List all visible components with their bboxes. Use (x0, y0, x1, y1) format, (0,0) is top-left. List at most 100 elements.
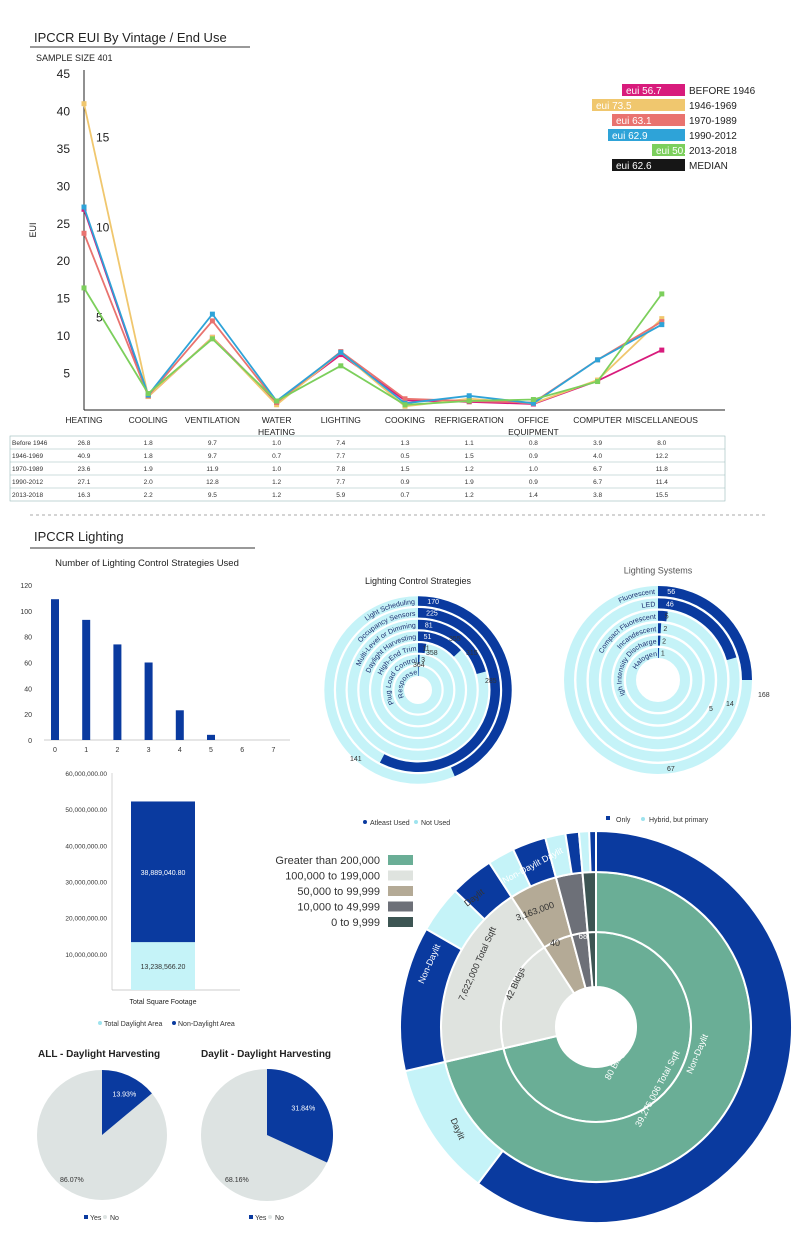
table-cell: 1.8 (144, 453, 153, 460)
legend-used: Atleast Used (370, 820, 410, 827)
series-point (402, 402, 408, 408)
table-cell: 8.0 (657, 440, 666, 447)
legend-only: Only (616, 817, 631, 824)
table-cell: 4.0 (593, 453, 602, 460)
ring-count-label: 2 (662, 638, 666, 645)
pie-slice-yes (267, 1069, 334, 1163)
legend-eui: eui 73.5 (596, 101, 632, 112)
table-cell: 0.9 (400, 479, 409, 486)
pie-legend-dot-yes (249, 1215, 253, 1219)
sunburst-bldgs-slate: 68 (579, 932, 588, 941)
ring-extra-label: 141 (350, 756, 362, 763)
sunburst-legend-swatch (388, 886, 413, 896)
series-point (81, 230, 87, 236)
x-category-label: REFRIGERATION (435, 415, 504, 425)
pie-label-yes: 31.84% (291, 1106, 315, 1113)
ring-value-arc (417, 643, 427, 654)
table-cell: 1.0 (529, 466, 538, 473)
bar (207, 734, 215, 740)
table-cell: 23.6 (78, 466, 91, 473)
ring-extra-label: 14 (726, 701, 734, 708)
stacked-y-tick: 50,000,000.00 (65, 807, 107, 814)
ring-count-label: 225 (426, 611, 438, 618)
x-category-label: HEATING (65, 415, 102, 425)
sunburst-legend-swatch (388, 870, 413, 881)
table-cell: 7.4 (336, 440, 345, 447)
sunburst-outer-wedge (476, 829, 793, 1224)
bar (144, 662, 153, 740)
sample-size: SAMPLE SIZE 401 (36, 53, 113, 63)
legend-dot-used (363, 820, 367, 824)
series-point (659, 322, 665, 328)
rings-title: Lighting Systems (624, 566, 693, 576)
series-point (595, 357, 601, 363)
pie-legend-no: No (110, 1215, 119, 1222)
x-category-label: VENTILATION (185, 415, 240, 425)
legend-swatch (612, 159, 685, 171)
secondary-tick-label: 15 (96, 131, 110, 145)
x-category-label: COOKING (385, 415, 425, 425)
sunburst-legend-label: 100,000 to 199,000 (285, 871, 380, 883)
legend-label: MEDIAN (689, 161, 728, 172)
legend-nondaylight: Non-Daylight Area (178, 1021, 235, 1028)
table-cell: 40.9 (78, 453, 91, 460)
bar-x-tick: 6 (240, 747, 244, 754)
pie-slice-yes (102, 1070, 152, 1135)
series-point (209, 311, 215, 317)
table-cell: 27.1 (78, 479, 91, 486)
bar-x-tick: 4 (178, 747, 182, 754)
table-cell: 1.9 (465, 479, 474, 486)
table-cell: 1.1 (465, 440, 474, 447)
x-category-label: COOLING (129, 415, 168, 425)
square-footage-stacked-bar: 10,000,000.00 20,000,000.00 30,000,000.00 4… (65, 771, 240, 1028)
pie-title: Daylit - Daylight Harvesting (201, 1049, 331, 1060)
table-cell: 2.2 (144, 492, 153, 499)
control-count-bar-chart: Number of Lighting Control Strategies Us… (20, 558, 290, 754)
table-row-label: Before 1946 (12, 440, 48, 447)
legend-eui: eui 50.0 (656, 146, 692, 157)
ring-label: High Intensity Discharge (0, 0, 657, 697)
pie-legend-dot-no (268, 1215, 272, 1219)
table-cell: 3.8 (593, 492, 602, 499)
x-category-label: MISCELLANEOUS (626, 415, 699, 425)
table-cell: 0.7 (272, 453, 281, 460)
bar (82, 619, 91, 740)
table-cell: 26.8 (78, 440, 91, 447)
pie-legend-no: No (275, 1215, 284, 1222)
series-point (466, 393, 472, 399)
bar-x-tick: 1 (84, 747, 88, 754)
sunburst-legend-label: Greater than 200,000 (275, 855, 380, 867)
bar-y-tick: 100 (20, 609, 32, 616)
legend-dot-hybrid (641, 817, 645, 821)
ring-value-arc (417, 596, 512, 777)
table-cell: 1.0 (272, 466, 281, 473)
series-point (338, 349, 344, 355)
secondary-tick-label: 10 (96, 221, 110, 235)
bar-y-tick: 60 (24, 661, 32, 668)
stacked-value-daylight: 13,238,566.20 (141, 964, 186, 971)
table-cell: 2.0 (144, 479, 153, 486)
table-cell: 1.4 (529, 492, 538, 499)
stacked-y-tick: 60,000,000.00 (65, 771, 107, 778)
table-cell: 15.5 (655, 492, 668, 499)
table-cell: 9.7 (208, 453, 217, 460)
ring-used-label: 196 (420, 794, 432, 801)
series-line (83, 206, 663, 405)
x-category-label: EQUIPMENT (508, 427, 559, 437)
bar-y-tick: 40 (24, 686, 32, 693)
bar-x-tick: 5 (209, 747, 213, 754)
sunburst-legend-swatch (388, 855, 413, 865)
ring-extra-label: 364 (413, 662, 425, 669)
table-cell: 1.3 (400, 440, 409, 447)
table-cell: 7.7 (336, 479, 345, 486)
y-tick-label: 30 (57, 179, 71, 193)
series-line (83, 103, 663, 408)
pie-legend-dot-no (103, 1215, 107, 1219)
series-point (530, 397, 536, 403)
ring-value-arc (657, 610, 668, 622)
series-point (530, 400, 536, 406)
table-cell: 0.8 (529, 440, 538, 447)
sunburst-legend-swatch (388, 901, 413, 912)
table-cell: 16.3 (78, 492, 91, 499)
